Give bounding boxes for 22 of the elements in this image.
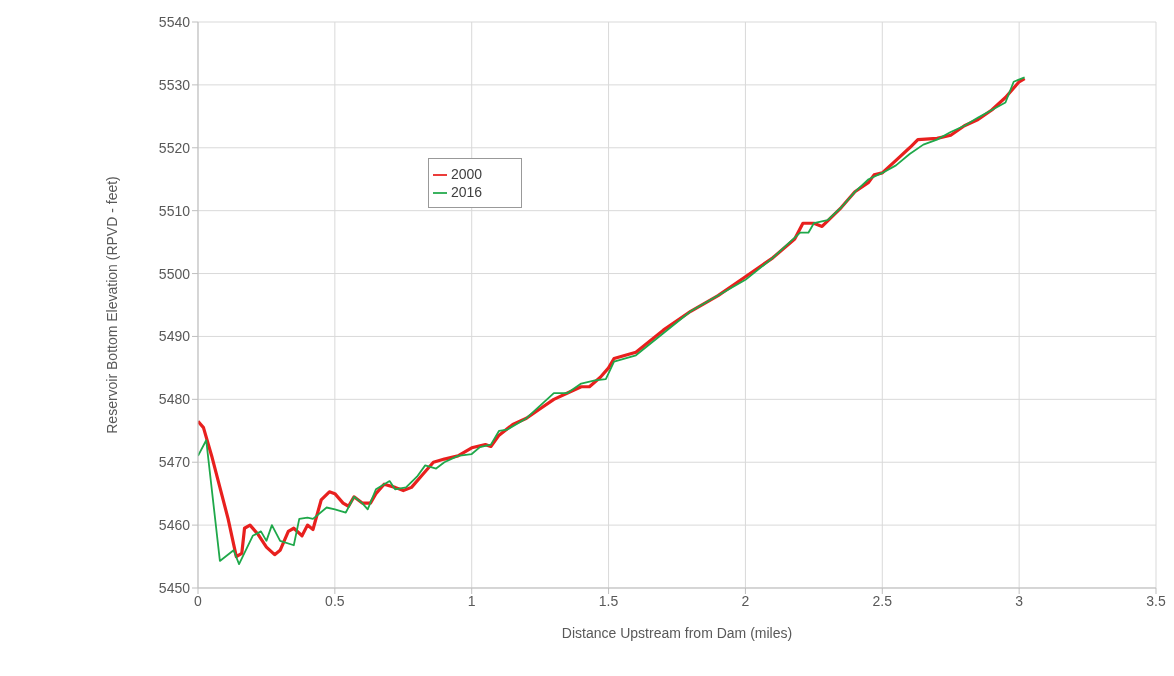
y-tick-label: 5500 — [158, 265, 191, 282]
y-tick-label: 5530 — [158, 76, 191, 93]
y-tick-label: 5470 — [158, 454, 191, 471]
y-tick-label: 5520 — [158, 139, 191, 156]
y-tick-label: 5460 — [158, 517, 191, 534]
legend-label: 2016 — [451, 184, 483, 200]
y-tick-label: 5450 — [158, 579, 191, 596]
y-tick-label: 5510 — [158, 202, 191, 219]
x-tick-label: 2.5 — [872, 592, 893, 609]
x-tick-label: 1.5 — [598, 592, 619, 609]
y-tick-label: 5490 — [158, 328, 191, 345]
x-tick-label: 0.5 — [325, 592, 345, 609]
x-axis-title: Distance Upstream from Dam (miles) — [561, 625, 793, 641]
x-tick-label: 0 — [194, 592, 203, 609]
x-tick-label: 1 — [467, 592, 476, 609]
legend-label: 2000 — [451, 166, 483, 182]
y-tick-label: 5540 — [158, 13, 191, 30]
x-tick-label: 2 — [741, 592, 750, 609]
x-tick-label: 3 — [1015, 592, 1024, 609]
y-axis-title: Reservoir Bottom Elevation (RPVD - feet) — [103, 176, 120, 434]
y-tick-label: 5480 — [158, 391, 191, 408]
x-tick-label: 3.5 — [1146, 592, 1166, 609]
